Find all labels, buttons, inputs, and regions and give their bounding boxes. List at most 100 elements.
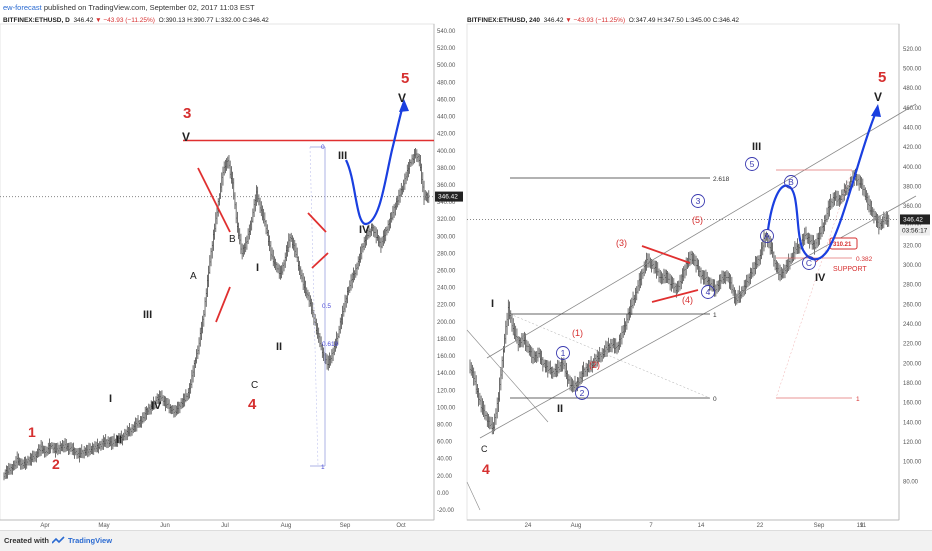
wave-label-5: 5 <box>401 70 409 87</box>
wave-label-V-b: V <box>398 91 406 105</box>
fib-diagonal <box>309 146 319 467</box>
r-y-tick: 280.00 <box>903 283 922 289</box>
right-last-price-box <box>900 214 930 225</box>
right-last-price-label: 346.42 <box>903 216 923 223</box>
r-x-tick: 7 <box>649 523 653 529</box>
l-y-tick: 140.00 <box>437 371 456 377</box>
r-x-tick: 11 <box>860 523 867 529</box>
r-y-tick: 80.00 <box>903 479 919 485</box>
fib-0.618: 0.618 <box>322 341 339 348</box>
r-y-tick: 160.00 <box>903 401 922 407</box>
r-x-tick: 24 <box>525 523 532 529</box>
circle-1 <box>556 346 570 360</box>
wave-label-C: C <box>251 380 258 391</box>
fib-ret-1: 1 <box>856 396 860 403</box>
fib-ext-1: 1 <box>713 312 717 319</box>
l-x-tick: Jul <box>221 523 229 529</box>
left-projection-path <box>345 101 406 226</box>
l-y-tick: 540.00 <box>437 29 456 35</box>
r-y-tick: 400.00 <box>903 165 922 171</box>
l-y-tick: 300.00 <box>437 234 456 240</box>
right-price-bars <box>469 168 890 435</box>
l-x-tick: Sep <box>340 523 351 529</box>
right-ohlc: O:347.49 H:347.50 L:345.00 C:346.42 <box>628 17 739 24</box>
left-projection-arrowhead <box>399 99 409 112</box>
wave-label-V-a: V <box>182 130 190 144</box>
right-y-tick-labels: 520.00 500.00 480.00 460.00 440.00 420.00 400.… <box>903 47 922 486</box>
l-y-tick: 60.00 <box>437 440 453 446</box>
paren-label-5: (5) <box>692 215 703 225</box>
wave-label-IV-b: IV <box>359 224 370 236</box>
right-channel-lower <box>479 195 917 439</box>
fib-ext-2618: 2.618 <box>713 176 730 183</box>
r-wave-label-5: 5 <box>878 69 886 86</box>
support-callout-box <box>829 237 858 250</box>
l-x-tick: Jun <box>160 523 170 529</box>
paren-label-4: (4) <box>682 295 693 305</box>
l-y-tick: 320.00 <box>437 217 456 223</box>
l-y-tick: 420.00 <box>437 132 456 138</box>
published-text: published on TradingView.com, September … <box>43 3 255 12</box>
circle-label-C: C <box>806 258 812 268</box>
circle-2 <box>575 386 589 400</box>
l-x-tick: Apr <box>40 523 49 529</box>
right-flag-upper <box>641 245 691 264</box>
r-x-tick: Aug <box>571 523 582 529</box>
left-ohlc: O:390.13 H:390.77 L:332.00 C:346.42 <box>158 17 269 24</box>
fib-0.5: 0.5 <box>322 303 331 310</box>
r-y-tick: 260.00 <box>903 302 922 308</box>
wave-label-2: 2 <box>52 456 60 472</box>
left-change: ▼ −43.93 (−11.25%) <box>95 17 155 24</box>
left-channel-upper <box>197 167 231 233</box>
l-y-tick: 500.00 <box>437 63 456 69</box>
left-symbol: BITFINEX:ETHUSD, D <box>3 17 70 24</box>
circle-C <box>802 256 816 270</box>
wave-label-B: B <box>229 234 236 245</box>
fib-ret-diagonal <box>775 169 853 399</box>
right-change: ▼ −43.93 (−11.25%) <box>565 17 626 24</box>
l-y-tick: 180.00 <box>437 337 456 343</box>
r-y-tick: 340.00 <box>903 224 922 230</box>
left-last-price-label: 346.42 <box>438 194 458 201</box>
l-y-tick: 100.00 <box>437 405 456 411</box>
support-callout-value: 310.21 <box>833 242 852 248</box>
circle-4 <box>701 285 715 299</box>
right-guide-2 <box>466 481 481 511</box>
r-x-tick: 22 <box>757 523 764 529</box>
r-x-tick: Sep <box>814 523 825 529</box>
left-flag-lower <box>311 252 329 269</box>
l-x-tick: May <box>98 523 109 529</box>
r-y-tick: 520.00 <box>903 47 922 53</box>
right-projection-arrowhead <box>871 104 881 117</box>
circle-label-4: 4 <box>706 287 711 297</box>
l-y-tick: -20.00 <box>437 508 455 514</box>
r-y-tick: 220.00 <box>903 342 922 348</box>
l-y-tick: 0.00 <box>437 491 449 497</box>
r-wave-label-4: 4 <box>482 461 490 477</box>
r-y-tick: 500.00 <box>903 66 922 72</box>
left-price-bars <box>3 148 430 481</box>
circle-label-A: A <box>764 231 770 241</box>
tradingview-logo-icon <box>52 536 65 544</box>
publisher-name[interactable]: ew-forecast <box>3 3 42 12</box>
paren-label-3: (3) <box>616 238 627 248</box>
left-plot-border <box>0 23 435 521</box>
footer-brand[interactable]: TradingView <box>68 536 113 545</box>
fib-ret-0382: 0.382 <box>856 256 873 263</box>
right-last: 346.42 <box>543 17 564 24</box>
r-y-tick: 200.00 <box>903 361 922 367</box>
wave-label-A: A <box>190 271 197 282</box>
r-wave-label-V: V <box>874 90 882 104</box>
r-y-tick: 420.00 <box>903 145 922 151</box>
circle-A <box>760 229 774 243</box>
right-projection-path <box>766 111 878 261</box>
wave-label-1: 1 <box>28 424 36 440</box>
circle-label-1: 1 <box>561 348 566 358</box>
support-callout-pointer <box>815 247 831 263</box>
left-symbol-line: BITFINEX:ETHUSD, D 346.42 ▼ −43.93 (−11.… <box>3 17 269 24</box>
circle-label-B: B <box>788 177 794 187</box>
wave-label-IV-a: IV <box>151 400 162 412</box>
l-y-tick: 360.00 <box>437 183 456 189</box>
